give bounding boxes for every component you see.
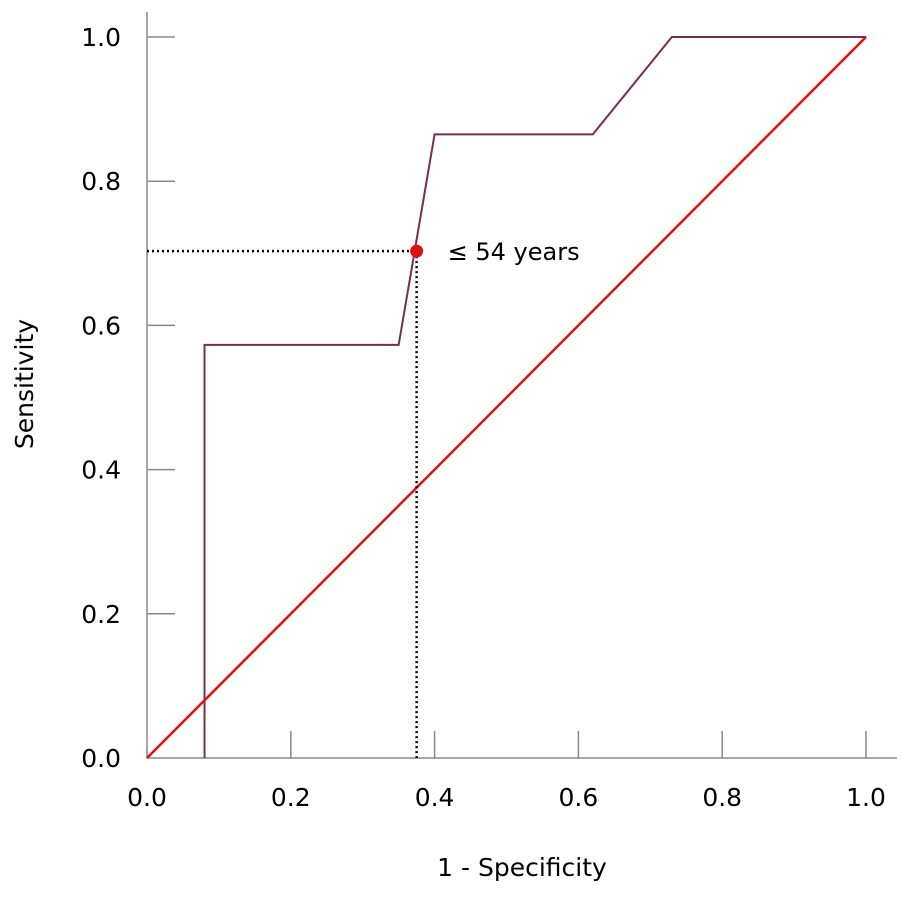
x-tick-label: 0.0	[127, 783, 167, 812]
x-tick-label: 0.6	[559, 783, 599, 812]
reference-diagonal-line	[146, 36, 867, 759]
y-tick-label: 0.0	[81, 744, 121, 773]
y-tick-label: 0.2	[81, 600, 121, 629]
x-tick-label: 1.0	[846, 783, 886, 812]
cutoff-label: ≤ 54 years	[448, 238, 580, 266]
cutoff-layer: ≤ 54 years	[147, 238, 580, 758]
x-tick-label: 0.8	[702, 783, 742, 812]
axes	[146, 12, 897, 759]
cutoff-point	[410, 244, 424, 258]
ticks: 0.0 0.2 0.4 0.6 0.8 1.0 0.0 0.2 0.4 0.6 0.8 1.0	[81, 23, 886, 812]
y-tick-label: 0.6	[81, 311, 121, 340]
x-axis-title: 1 - Specificity	[437, 853, 607, 882]
y-axis-title: Sensitivity	[10, 319, 39, 449]
y-tick-label: 0.4	[81, 456, 121, 485]
y-tick-label: 0.8	[81, 167, 121, 196]
x-tick-label: 0.4	[415, 783, 455, 812]
series-layer	[146, 36, 867, 759]
y-tick-label: 1.0	[81, 23, 121, 52]
x-tick-label: 0.2	[271, 783, 311, 812]
roc-curve-line	[203, 36, 866, 758]
